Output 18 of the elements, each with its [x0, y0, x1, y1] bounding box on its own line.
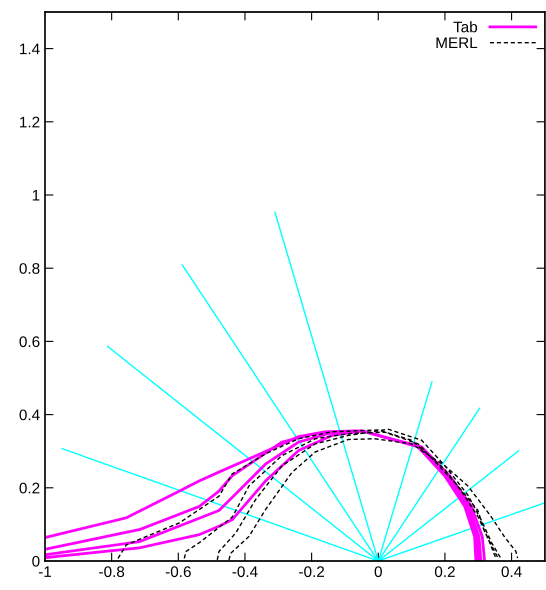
x-tick-label: -0.2 [299, 566, 324, 578]
y-tick-label: 0.2 [20, 482, 40, 494]
y-tick-label: 0 [32, 556, 40, 567]
x-tick-label: 0.4 [502, 566, 522, 578]
y-tick-label: 1.4 [20, 44, 40, 54]
legend-label: MERL [436, 37, 478, 48]
y-tick-label: 1.2 [20, 116, 40, 128]
y-tick-label: 0.8 [20, 263, 40, 274]
x-tick-label: -0.6 [166, 566, 191, 578]
y-tick-label: 0.4 [20, 409, 40, 420]
y-tick-label: 1 [32, 190, 40, 201]
x-tick-label: 0.2 [434, 566, 455, 578]
y-tick-label: 0.6 [20, 336, 40, 348]
x-tick-label: -0.4 [232, 566, 258, 578]
legend-label: Tab [453, 21, 478, 32]
x-tick-label: -1 [38, 566, 52, 577]
x-tick-label: 0 [374, 566, 382, 578]
x-tick-label: -0.8 [99, 566, 124, 578]
